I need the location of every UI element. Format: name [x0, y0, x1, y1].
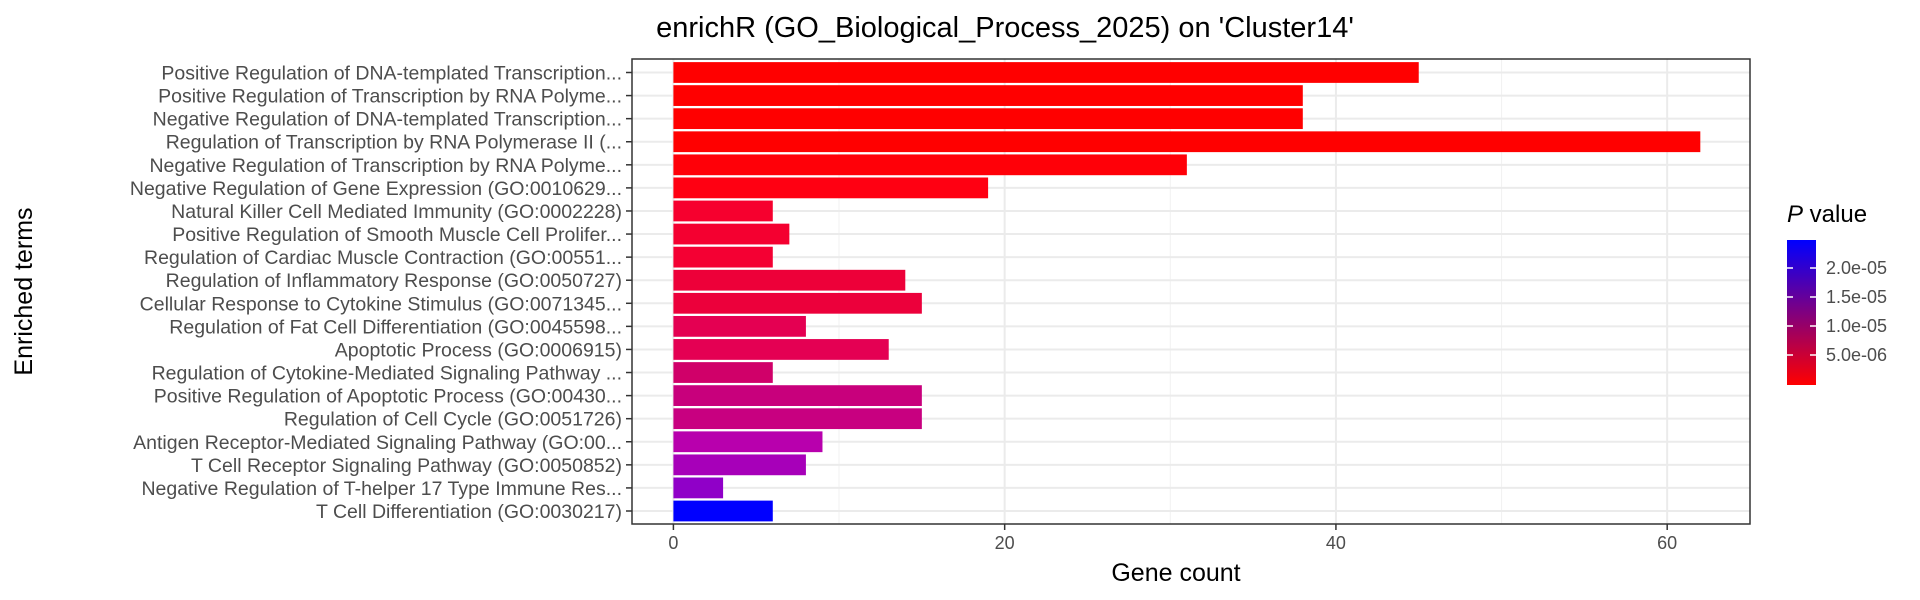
chart-title: enrichR (GO_Biological_Process_2025) on …: [656, 12, 1354, 44]
legend-title: P value: [1787, 201, 1867, 228]
legend-ticks: 2.0e-05 1.5e-05 1.0e-05 5.0e-06: [1787, 258, 1887, 365]
term-label: Cellular Response to Cytokine Stimulus (…: [140, 293, 622, 315]
term-label: Negative Regulation of Transcription by …: [149, 155, 622, 177]
legend-tick-label: 1.5e-05: [1826, 287, 1887, 307]
bar: [673, 108, 1303, 130]
x-tick-label: 0: [668, 533, 678, 553]
x-axis-ticks: 0 20 40 60: [668, 524, 1677, 553]
term-label: Regulation of Fat Cell Differentiation (…: [169, 316, 622, 338]
bar: [673, 454, 806, 476]
bar: [673, 385, 922, 406]
bar: [673, 269, 906, 291]
legend: P value 2.0e-05 1.5e-05 1.0e-05 5.0e-06: [1787, 201, 1887, 385]
term-label: Negative Regulation of Gene Expression (…: [130, 178, 622, 200]
bar: [673, 408, 922, 430]
term-label: Negative Regulation of DNA-templated Tra…: [153, 109, 622, 131]
term-label: T Cell Differentiation (GO:0030217): [316, 501, 622, 523]
term-label: T Cell Receptor Signaling Pathway (GO:00…: [191, 455, 622, 477]
term-label: Regulation of Transcription by RNA Polym…: [166, 132, 622, 154]
x-tick-label: 20: [995, 533, 1015, 553]
term-label: Regulation of Cytokine-Mediated Signalin…: [152, 363, 622, 385]
term-label: Positive Regulation of Apoptotic Process…: [154, 386, 622, 408]
bar: [673, 477, 724, 499]
x-axis-title: Gene count: [1111, 559, 1240, 587]
x-tick-label: 60: [1657, 533, 1677, 553]
bar: [673, 200, 773, 222]
legend-title-p: P: [1787, 201, 1803, 228]
term-label: Apoptotic Process (GO:0006915): [335, 339, 622, 361]
legend-title-rest: value: [1803, 201, 1867, 228]
legend-tick-label: 1.0e-05: [1826, 316, 1887, 336]
term-label: Antigen Receptor-Mediated Signaling Path…: [133, 432, 622, 454]
bar: [673, 362, 773, 383]
term-label: Regulation of Cell Cycle (GO:0051726): [284, 409, 622, 431]
bar: [673, 292, 922, 314]
legend-tick-label: 2.0e-05: [1826, 258, 1887, 278]
bars: [673, 62, 1701, 522]
y-axis-title: Enriched terms: [10, 207, 38, 375]
bar: [673, 431, 823, 453]
y-axis-labels: Positive Regulation of DNA-templated Tra…: [130, 63, 632, 523]
bar: [673, 154, 1187, 176]
bar: [673, 223, 790, 245]
x-tick-label: 40: [1326, 533, 1346, 553]
bar: [673, 85, 1303, 106]
plot-border: [631, 58, 1751, 525]
bar: [673, 131, 1701, 153]
term-label: Positive Regulation of DNA-templated Tra…: [161, 63, 622, 85]
bar: [673, 315, 806, 337]
bar: [673, 339, 889, 360]
bar: [673, 500, 773, 522]
term-label: Positive Regulation of Smooth Muscle Cel…: [172, 224, 622, 246]
term-label: Negative Regulation of T-helper 17 Type …: [141, 478, 622, 500]
term-label: Natural Killer Cell Mediated Immunity (G…: [171, 201, 622, 223]
term-label: Regulation of Cardiac Muscle Contraction…: [144, 247, 622, 269]
term-label: Positive Regulation of Transcription by …: [158, 86, 622, 108]
bar: [673, 246, 773, 268]
legend-tick-label: 5.0e-06: [1826, 345, 1887, 365]
legend-colorbar: [1787, 240, 1816, 385]
term-label: Regulation of Inflammatory Response (GO:…: [166, 270, 622, 292]
bar: [673, 62, 1419, 83]
bar: [673, 177, 989, 199]
